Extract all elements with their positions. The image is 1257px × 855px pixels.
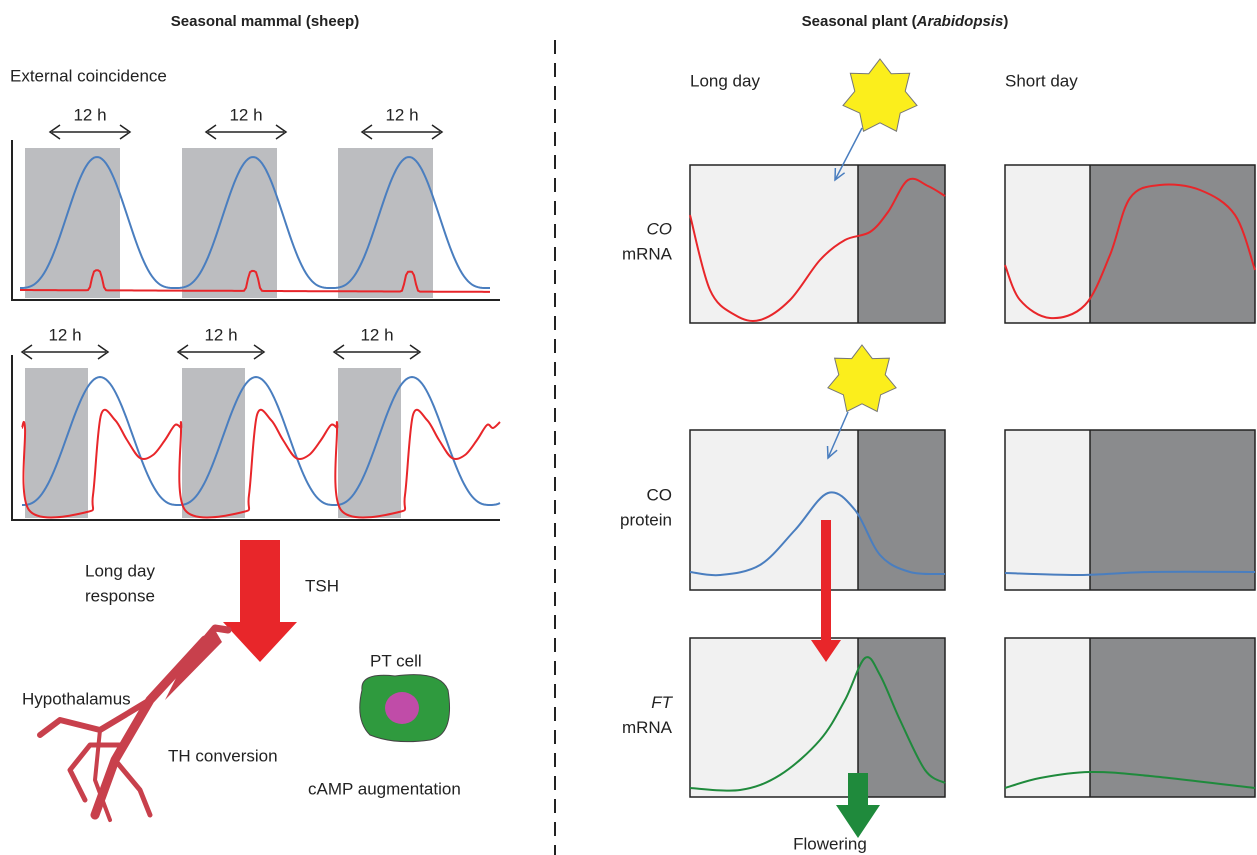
panel-frame bbox=[689, 164, 946, 324]
left-subtitle: External coincidence bbox=[10, 66, 167, 85]
short-day-label: Short day bbox=[1005, 71, 1078, 90]
curve bbox=[1004, 770, 1256, 789]
title-part: ) bbox=[1003, 13, 1008, 30]
left-title: Seasonal mammal (sheep) bbox=[171, 13, 359, 30]
dark-phase bbox=[858, 638, 945, 797]
period-arrow bbox=[176, 344, 266, 360]
period-label: 12 h bbox=[360, 325, 393, 344]
curve bbox=[1004, 570, 1256, 577]
co-arrow bbox=[811, 520, 841, 662]
period-arrow bbox=[360, 124, 444, 140]
period-label: 12 h bbox=[48, 325, 81, 344]
light-arrow bbox=[834, 167, 846, 182]
light-phase bbox=[1005, 638, 1090, 797]
kind-label: mRNA bbox=[622, 244, 673, 263]
hypothalamus-label: Hypothalamus bbox=[22, 689, 131, 708]
panel-frame bbox=[1004, 164, 1256, 324]
neuron bbox=[90, 635, 210, 820]
light-arrow bbox=[826, 445, 838, 460]
camp-label: cAMP augmentation bbox=[308, 779, 461, 798]
pt-cell-label: PT cell bbox=[370, 651, 422, 670]
light-phase bbox=[690, 165, 858, 323]
melatonin-curve bbox=[22, 375, 501, 506]
output-label: Flowering bbox=[793, 834, 867, 853]
sun bbox=[842, 58, 918, 132]
gene-label: CO bbox=[647, 219, 673, 238]
panel-frame bbox=[689, 429, 946, 591]
panel-frame bbox=[1004, 429, 1256, 591]
response-line: response bbox=[85, 586, 155, 605]
dark-phase bbox=[1090, 638, 1255, 797]
period-label: 12 h bbox=[204, 325, 237, 344]
axis bbox=[11, 355, 500, 521]
period-label: 12 h bbox=[73, 105, 106, 124]
light-arrow bbox=[834, 127, 863, 181]
panel-frame bbox=[689, 637, 946, 798]
light-response-curve bbox=[20, 269, 490, 293]
light-phase bbox=[1005, 165, 1090, 323]
light-phase bbox=[690, 638, 858, 797]
neuron bbox=[112, 757, 153, 818]
tsh-arrow bbox=[223, 540, 297, 662]
dark-phase bbox=[858, 430, 945, 590]
melatonin-curve bbox=[20, 156, 490, 289]
title-part: Seasonal plant ( bbox=[802, 13, 917, 30]
nucleus bbox=[385, 692, 419, 724]
curve bbox=[689, 491, 946, 577]
light-response-curve bbox=[21, 408, 501, 519]
neuron bbox=[93, 728, 112, 822]
dark-phase bbox=[1090, 430, 1255, 590]
dark-period bbox=[182, 368, 245, 518]
curve bbox=[689, 656, 946, 792]
dark-period bbox=[338, 148, 433, 298]
sun bbox=[827, 344, 897, 413]
response-line: Long day bbox=[85, 561, 155, 580]
panel-frame bbox=[1004, 637, 1256, 798]
dark-phase bbox=[858, 165, 945, 323]
kind-label: protein bbox=[620, 510, 672, 529]
gene-label: FT bbox=[651, 693, 673, 712]
dark-period bbox=[25, 148, 120, 298]
period-label: 12 h bbox=[229, 105, 262, 124]
period-arrow bbox=[204, 124, 288, 140]
long-day-label: Long day bbox=[690, 71, 760, 90]
period-label: 12 h bbox=[385, 105, 418, 124]
hormone-label: TSH bbox=[305, 576, 339, 595]
light-phase bbox=[1005, 430, 1090, 590]
right-title: Seasonal plant (Arabidopsis) bbox=[802, 13, 1009, 30]
kind-label: mRNA bbox=[622, 718, 673, 737]
light-arrow bbox=[827, 411, 849, 459]
dark-period bbox=[338, 368, 401, 518]
flowering-arrow bbox=[836, 773, 880, 838]
period-arrow bbox=[332, 344, 422, 360]
period-arrow bbox=[20, 344, 110, 360]
dark-phase bbox=[1090, 165, 1255, 323]
neuron bbox=[67, 742, 123, 803]
dark-period bbox=[182, 148, 277, 298]
neuron bbox=[37, 697, 153, 738]
gene-label: CO bbox=[647, 485, 673, 504]
th-label: TH conversion bbox=[168, 746, 278, 765]
species: Arabidopsis bbox=[916, 13, 1004, 30]
curve bbox=[1004, 183, 1256, 320]
neuron-body bbox=[165, 630, 222, 700]
axis bbox=[11, 140, 500, 301]
period-arrow bbox=[48, 124, 132, 140]
dark-period bbox=[25, 368, 88, 518]
curve bbox=[689, 177, 946, 322]
